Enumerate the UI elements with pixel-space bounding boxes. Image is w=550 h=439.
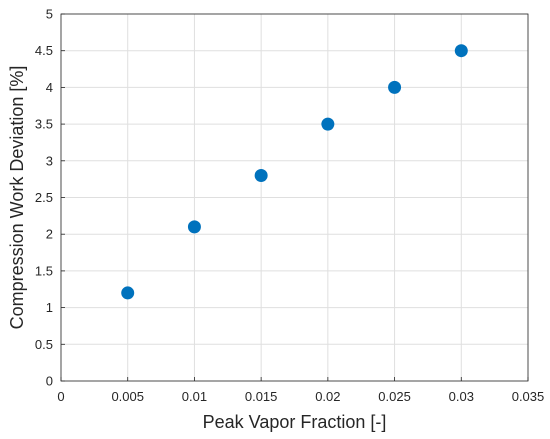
y-tick-label: 1.5 (35, 263, 53, 278)
y-axis-title: Compression Work Deviation [%] (7, 66, 27, 330)
x-tick-label: 0.005 (111, 389, 144, 404)
grid-lines (60, 13, 529, 382)
data-point (388, 80, 402, 94)
x-tick-label: 0 (57, 389, 64, 404)
x-tick-label: 0.02 (315, 389, 340, 404)
x-axis-title: Peak Vapor Fraction [-] (203, 412, 387, 432)
y-tick-label: 0.5 (35, 337, 53, 352)
data-point (121, 286, 135, 300)
y-tick-label: 0 (46, 374, 53, 389)
y-tick-label: 4 (46, 80, 53, 95)
y-tick-label: 1 (46, 300, 53, 315)
data-point (187, 220, 201, 234)
y-tick-label: 5 (46, 7, 53, 22)
y-tick-label: 3.5 (35, 117, 53, 132)
x-tick-label: 0.035 (512, 389, 545, 404)
data-points (121, 44, 468, 300)
x-tick-label: 0.03 (449, 389, 474, 404)
data-point (321, 117, 335, 131)
data-point (254, 168, 268, 182)
x-tick-label: 0.025 (378, 389, 411, 404)
x-tick-label: 0.015 (245, 389, 278, 404)
y-tick-label: 2.5 (35, 190, 53, 205)
y-tick-label: 4.5 (35, 43, 53, 58)
data-point (454, 44, 468, 58)
x-tick-label: 0.01 (182, 389, 207, 404)
axis-ticks: 0 0.005 0.01 0.015 0.02 0.025 0.03 0.035 0 0.5 1 1.… (35, 7, 544, 405)
y-tick-label: 2 (46, 227, 53, 242)
y-tick-label: 3 (46, 153, 53, 168)
